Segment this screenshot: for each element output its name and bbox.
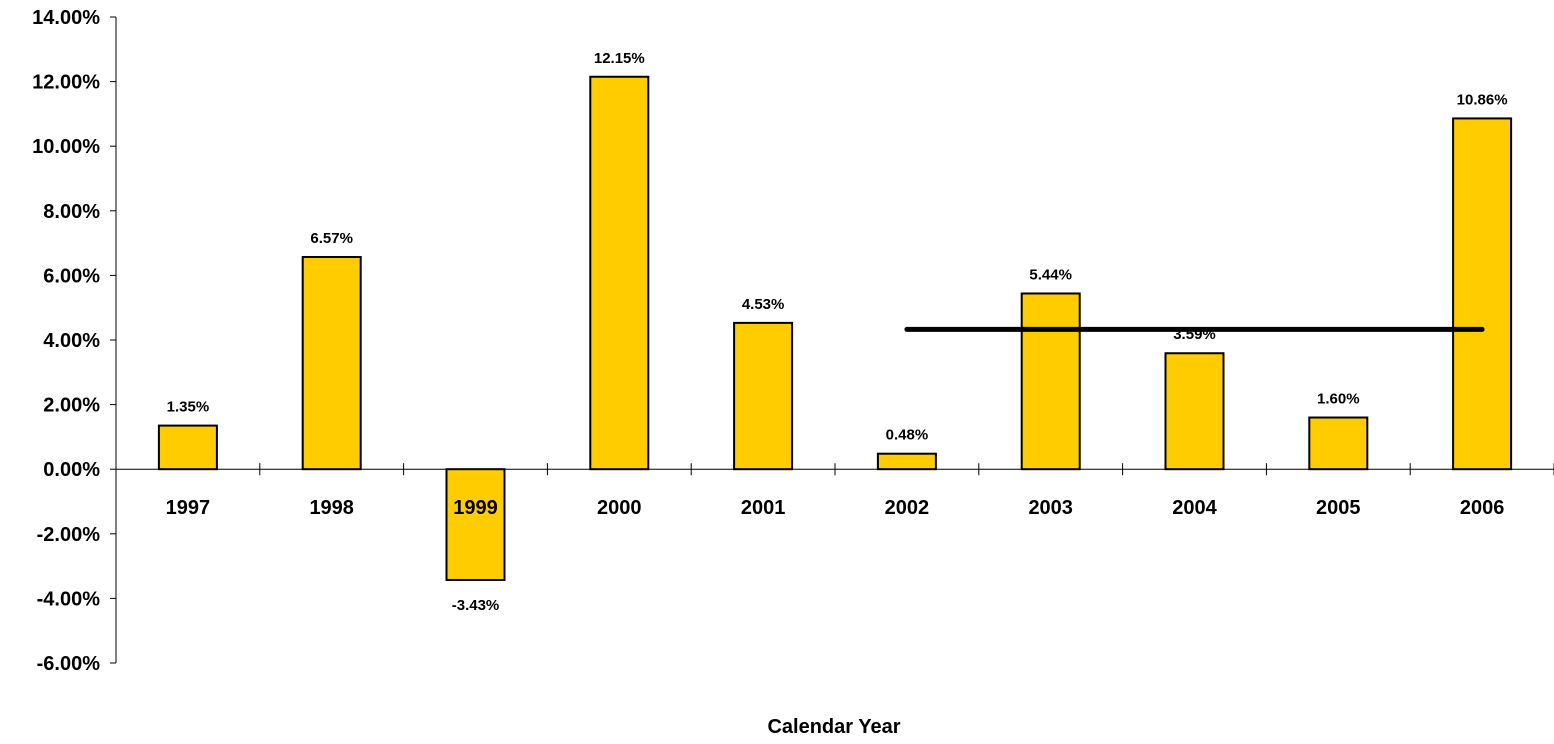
data-label-2000: 12.15% bbox=[594, 50, 645, 67]
data-label-2006: 10.86% bbox=[1457, 91, 1508, 108]
y-tick-label: 10.00% bbox=[32, 136, 100, 158]
bar-2006 bbox=[1452, 117, 1513, 471]
bar-2002 bbox=[876, 452, 937, 471]
category-label-2000: 2000 bbox=[597, 497, 642, 519]
category-label-2003: 2003 bbox=[1028, 497, 1073, 519]
y-tick-label: 6.00% bbox=[43, 265, 100, 287]
category-label-1999: 1999 bbox=[453, 497, 498, 519]
category-label-1997: 1997 bbox=[166, 497, 211, 519]
y-tick-label: -4.00% bbox=[37, 588, 101, 610]
bar-2004 bbox=[1164, 352, 1225, 471]
category-labels: 1997 1998 1999 2000 2001 2002 2003 2004 2005 2006 bbox=[166, 497, 1505, 519]
y-tick-label: 4.00% bbox=[43, 330, 100, 352]
y-tick-label: 2.00% bbox=[43, 395, 100, 417]
y-axis-ticks: 14.00% 12.00% 10.00% 8.00% 6.00% 4.00% 2.00% 0.… bbox=[32, 7, 116, 675]
y-tick-label: 8.00% bbox=[43, 201, 100, 223]
bar-2005 bbox=[1308, 416, 1369, 471]
bar-1997 bbox=[157, 424, 218, 471]
data-label-2004: 3.59% bbox=[1173, 326, 1216, 343]
data-label-2003: 5.44% bbox=[1029, 266, 1072, 283]
y-tick-label: -6.00% bbox=[37, 653, 101, 675]
bar-1998 bbox=[301, 255, 362, 471]
data-label-2005: 1.60% bbox=[1317, 391, 1360, 408]
category-label-2005: 2005 bbox=[1316, 497, 1361, 519]
y-tick-label: 14.00% bbox=[32, 7, 100, 29]
data-label-1998: 6.57% bbox=[310, 230, 353, 247]
data-label-1999: -3.43% bbox=[452, 597, 500, 614]
x-axis-title: Calendar Year bbox=[767, 716, 900, 738]
bar-2003 bbox=[1020, 292, 1081, 471]
category-label-2001: 2001 bbox=[741, 497, 786, 519]
y-tick-label: -2.00% bbox=[37, 524, 101, 546]
data-label-2002: 0.48% bbox=[886, 427, 929, 444]
bar-1999 bbox=[445, 468, 506, 581]
axes bbox=[115, 17, 1554, 663]
bars bbox=[157, 75, 1513, 581]
data-label-1997: 1.35% bbox=[167, 399, 210, 416]
category-label-2002: 2002 bbox=[885, 497, 930, 519]
category-label-2004: 2004 bbox=[1172, 497, 1217, 519]
data-label-2001: 4.53% bbox=[742, 296, 785, 313]
category-label-1998: 1998 bbox=[309, 497, 354, 519]
y-tick-label: 0.00% bbox=[43, 459, 100, 481]
y-tick-label: 12.00% bbox=[32, 72, 100, 94]
bar-2001 bbox=[733, 321, 794, 471]
data-labels: 1.35% 6.57% -3.43% 12.15% 4.53% 0.48% 5.44% 3.5… bbox=[167, 50, 1508, 614]
bar-2000 bbox=[589, 75, 650, 471]
category-label-2006: 2006 bbox=[1460, 497, 1505, 519]
